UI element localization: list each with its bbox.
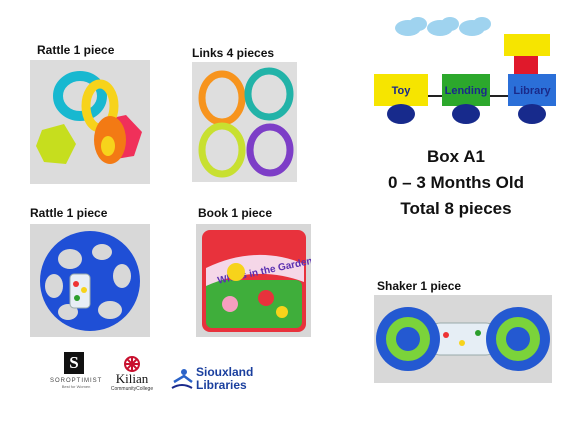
links-label: Links 4 pieces — [192, 46, 275, 60]
engine-top — [504, 34, 550, 56]
car-library-label: Library — [513, 85, 551, 97]
box-age: 0 – 3 Months Old — [387, 173, 525, 192]
book-photo: Who's in the Garden? — [196, 224, 311, 337]
wheel — [387, 104, 415, 124]
car-toy — [374, 74, 428, 106]
killian-sub: CommunityCollege — [110, 386, 154, 392]
rattle-ball-label: Rattle 1 piece — [30, 206, 108, 220]
box-total: Total 8 pieces — [400, 199, 512, 218]
train-illustration: Toy Lending Library — [374, 17, 556, 124]
box-info: Box A1 0 – 3 Months Old Total 8 pieces — [356, 144, 556, 222]
clouds — [395, 17, 491, 36]
killian-emblem-icon — [124, 356, 140, 372]
box-title: Box A1 — [427, 147, 485, 166]
book-label: Book 1 piece — [198, 206, 273, 220]
shaker-photo — [374, 295, 552, 383]
reader-icon — [171, 369, 193, 389]
shaker-label: Shaker 1 piece — [377, 279, 462, 293]
soroptimist-logo: S SOROPTIMIST Best for Women — [50, 352, 102, 396]
soroptimist-mark: S — [64, 352, 84, 374]
car-lending — [442, 74, 490, 106]
soroptimist-tagline: Best for Women — [61, 384, 91, 389]
rattle-photo — [30, 60, 150, 184]
links-photo — [192, 62, 297, 182]
wheel — [518, 104, 546, 124]
rattle-label: Rattle 1 piece — [37, 43, 115, 57]
ball-rattle-photo — [30, 224, 150, 337]
killian-logo: Kilian CommunityCollege — [106, 356, 158, 398]
car-toy-label: Toy — [392, 85, 412, 97]
killian-name: Kilian — [115, 371, 149, 386]
engine-chimney — [514, 56, 538, 74]
car-library — [508, 74, 556, 106]
siouxland-line2: Libraries — [196, 378, 247, 392]
soroptimist-name: SOROPTIMIST — [50, 378, 103, 384]
car-lending-label: Lending — [445, 85, 488, 97]
siouxland-logo: Siouxland Libraries — [170, 366, 265, 394]
wheel — [452, 104, 480, 124]
siouxland-line1: Siouxland — [196, 365, 254, 379]
